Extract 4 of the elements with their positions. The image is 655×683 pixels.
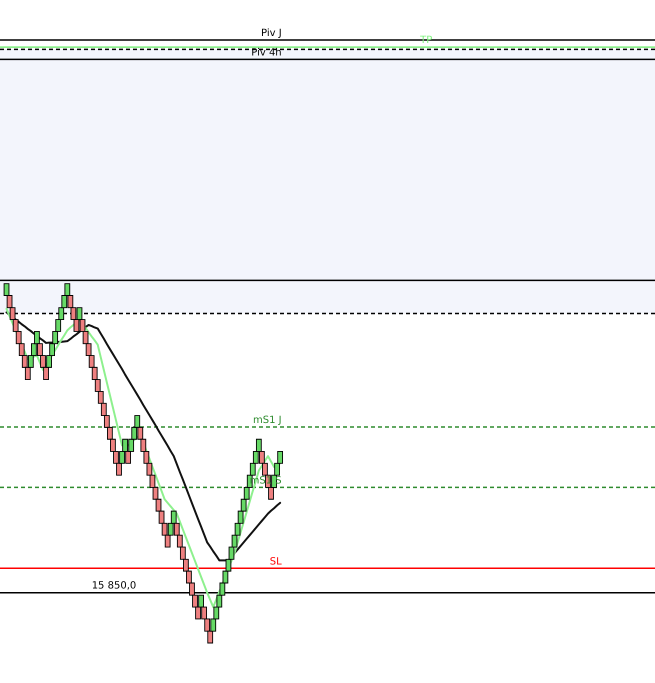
- ref-line-label: SL: [270, 556, 282, 568]
- ref-line-label: Piv J: [261, 28, 282, 39]
- ref-line-label: mS1 J: [253, 415, 282, 426]
- annotation: 15 850,0: [92, 580, 136, 592]
